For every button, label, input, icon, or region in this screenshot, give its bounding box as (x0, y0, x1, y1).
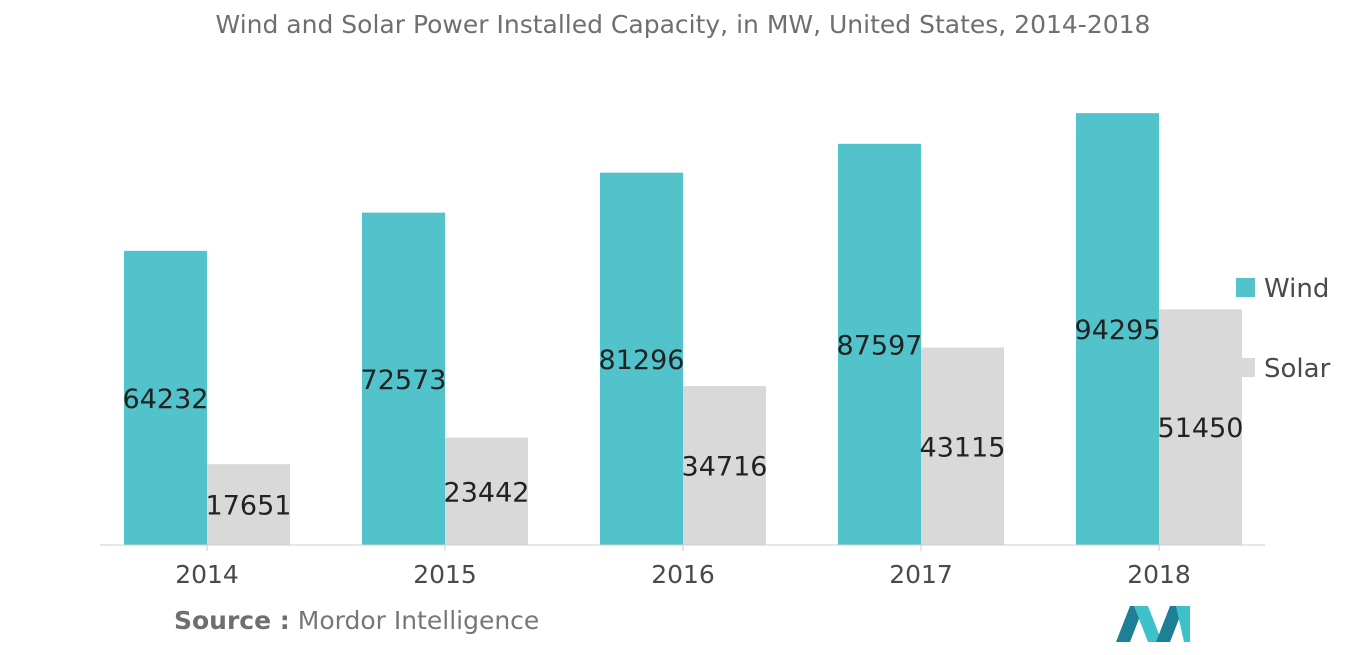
data-label-wind-2014: 64232 (123, 384, 209, 415)
source-text: Mordor Intelligence (297, 606, 540, 635)
legend: Wind Solar (1236, 274, 1331, 384)
legend-label-solar: Solar (1264, 354, 1331, 384)
legend-label-wind: Wind (1264, 274, 1329, 304)
legend-swatch-solar (1236, 358, 1255, 377)
logo-shape-mid (1134, 606, 1162, 642)
data-label-wind-2018: 94295 (1075, 315, 1161, 346)
bar-solar-2016 (683, 386, 766, 545)
data-label-solar-2015: 23442 (444, 477, 530, 508)
x-tick-label-2014: 2014 (175, 560, 239, 589)
bar-wind-2014 (124, 250, 207, 545)
bar-wind-2015 (362, 212, 445, 545)
bar-solar-2017 (921, 347, 1004, 545)
logo-shape-right (1156, 606, 1184, 642)
x-tick-label-2018: 2018 (1127, 560, 1191, 589)
x-tick-label-2015: 2015 (413, 560, 477, 589)
data-label-wind-2016: 81296 (599, 345, 685, 376)
data-label-solar-2016: 34716 (682, 452, 768, 483)
mordor-intelligence-logo (1116, 606, 1190, 642)
data-label-wind-2015: 72573 (361, 365, 447, 396)
legend-swatch-wind (1236, 278, 1255, 297)
logo-shape-end (1176, 606, 1190, 642)
x-tick-label-2016: 2016 (651, 560, 715, 589)
bar-solar-2015 (445, 437, 528, 545)
data-label-solar-2017: 43115 (920, 432, 1006, 463)
x-tick-label-2017: 2017 (889, 560, 953, 589)
logo-shape-left (1116, 606, 1144, 642)
bar-wind-2018 (1076, 113, 1159, 545)
data-label-solar-2018: 51450 (1158, 413, 1244, 444)
source-label: Source : (174, 606, 290, 635)
bar-solar-2018 (1159, 309, 1242, 545)
source-note: Source : Mordor Intelligence (174, 606, 539, 635)
x-ticks-group: 2014 2015 2016 2017 2018 (175, 545, 1191, 589)
data-label-wind-2017: 87597 (837, 330, 923, 361)
chart-title: Wind and Solar Power Installed Capacity,… (215, 10, 1151, 39)
data-label-solar-2014: 17651 (206, 491, 292, 522)
bars-group: 64232 17651 72573 23442 81296 34716 87597 43115… (123, 113, 1244, 546)
bar-wind-2017 (838, 143, 921, 546)
bar-wind-2016 (600, 172, 683, 546)
bar-solar-2014 (207, 464, 290, 545)
